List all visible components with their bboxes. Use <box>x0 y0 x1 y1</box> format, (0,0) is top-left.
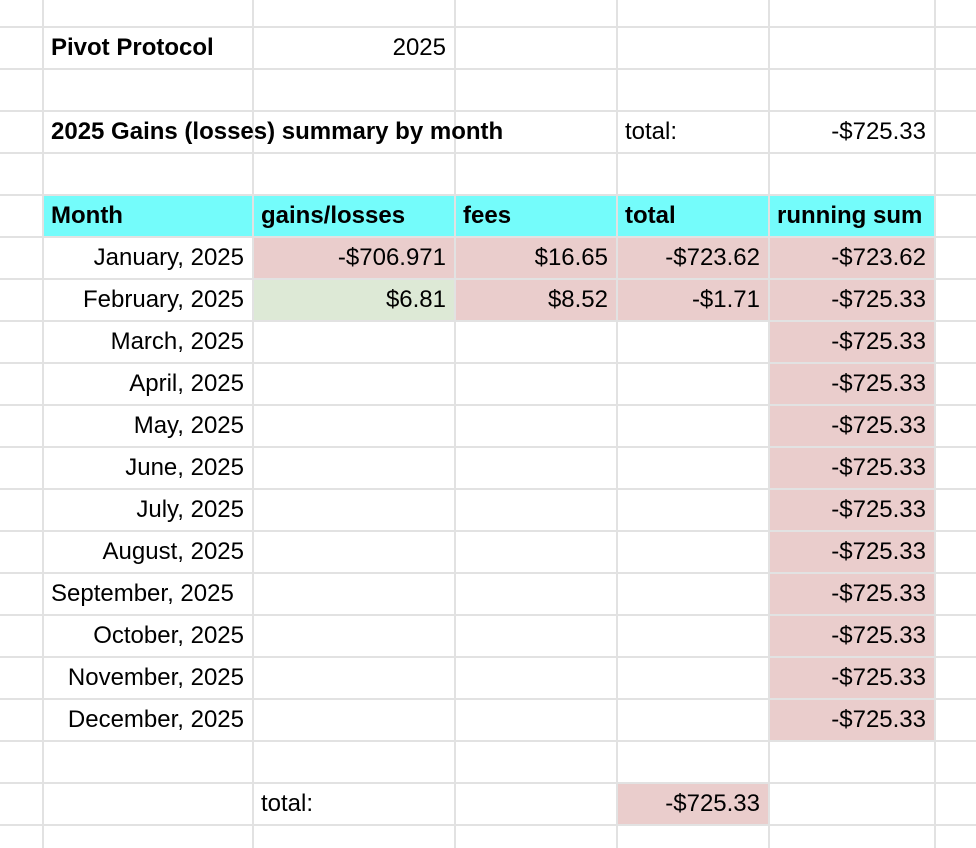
month-cell[interactable]: April, 2025 <box>129 370 244 397</box>
running-sum-cell[interactable]: -$725.33 <box>831 328 926 355</box>
gridline-col-e <box>768 0 770 848</box>
running-sum-cell[interactable]: -$725.33 <box>831 454 926 481</box>
month-cell[interactable]: September, 2025 <box>51 580 234 607</box>
january-total-fill <box>618 238 769 279</box>
running-sum-cell[interactable]: -$725.33 <box>831 286 926 313</box>
running-sum-cell[interactable]: -$725.33 <box>831 664 926 691</box>
gridline-col-d <box>616 0 618 848</box>
year-cell[interactable]: 2025 <box>392 34 446 61</box>
january-gains-fill <box>254 238 455 279</box>
total-cell[interactable]: -$723.62 <box>665 244 760 271</box>
running-sum-cell[interactable]: -$725.33 <box>831 538 926 565</box>
month-cell[interactable]: March, 2025 <box>110 328 244 355</box>
summary-total-value-cell[interactable]: -$725.33 <box>831 118 926 145</box>
total-cell[interactable]: -$1.71 <box>691 286 760 313</box>
gridline-row <box>0 782 976 784</box>
month-cell[interactable]: May, 2025 <box>133 412 244 439</box>
gridline-row <box>0 320 976 322</box>
header-total-cell[interactable]: total <box>625 202 676 229</box>
month-cell[interactable]: July, 2025 <box>136 496 244 523</box>
fees-cell[interactable]: $8.52 <box>547 286 608 313</box>
gridline-col-b <box>252 0 254 848</box>
gains-cell[interactable]: $6.81 <box>385 286 446 313</box>
gridline-row <box>0 26 976 28</box>
running-sum-cell[interactable]: -$725.33 <box>831 622 926 649</box>
february-gains-fill <box>254 280 455 321</box>
gridline-row <box>0 446 976 448</box>
header-fees-cell[interactable]: fees <box>463 202 512 229</box>
gridline-row <box>0 488 976 490</box>
gridline-col-c <box>454 0 456 848</box>
footer-total-value-cell[interactable]: -$725.33 <box>665 790 760 817</box>
gridline-row <box>0 362 976 364</box>
gridline-row <box>0 152 976 154</box>
gridline-row <box>0 656 976 658</box>
gridline-row <box>0 824 976 826</box>
gridline-row <box>0 740 976 742</box>
gains-cell[interactable]: -$706.971 <box>337 244 446 271</box>
summary-total-label-cell[interactable]: total: <box>625 118 678 145</box>
fees-cell[interactable]: $16.65 <box>534 244 608 271</box>
gridline-col-a <box>42 0 44 848</box>
gridline-row <box>0 572 976 574</box>
month-cell[interactable]: August, 2025 <box>102 538 244 565</box>
gridline-row <box>0 236 976 238</box>
running-sum-cell[interactable]: -$725.33 <box>831 370 926 397</box>
gridline-row <box>0 530 976 532</box>
gridline-row <box>0 614 976 616</box>
footer-total-fill <box>618 784 769 825</box>
month-cell[interactable]: December, 2025 <box>67 706 244 733</box>
sheet-title-cell[interactable]: Pivot Protocol <box>51 34 214 61</box>
running-sum-cell[interactable]: -$723.62 <box>831 244 926 271</box>
gridline-row <box>0 278 976 280</box>
header-gains-losses-cell[interactable]: gains/losses <box>261 202 406 229</box>
month-cell[interactable]: October, 2025 <box>93 622 244 649</box>
summary-title-cell[interactable]: 2025 Gains (losses) summary by month <box>51 118 504 145</box>
gridline-row <box>0 404 976 406</box>
header-month-cell[interactable]: Month <box>51 202 123 229</box>
running-sum-cell[interactable]: -$725.33 <box>831 412 926 439</box>
gridline-row <box>0 194 976 196</box>
footer-total-label-cell[interactable]: total: <box>261 790 314 817</box>
february-fees-fill <box>456 280 617 321</box>
january-fees-fill <box>456 238 617 279</box>
month-cell[interactable]: November, 2025 <box>67 664 244 691</box>
running-sum-cell[interactable]: -$725.33 <box>831 496 926 523</box>
february-total-fill <box>618 280 769 321</box>
gridline-row <box>0 698 976 700</box>
month-cell[interactable]: June, 2025 <box>125 454 244 481</box>
header-running-sum-cell[interactable]: running sum <box>777 202 923 229</box>
month-cell[interactable]: February, 2025 <box>83 286 244 313</box>
header-row-fill <box>44 196 935 237</box>
month-cell[interactable]: January, 2025 <box>93 244 244 271</box>
gridline-row <box>0 110 976 112</box>
running-sum-cell[interactable]: -$725.33 <box>831 706 926 733</box>
gridline-col-f <box>934 0 936 848</box>
running-sum-cell[interactable]: -$725.33 <box>831 580 926 607</box>
gridline-row <box>0 68 976 70</box>
